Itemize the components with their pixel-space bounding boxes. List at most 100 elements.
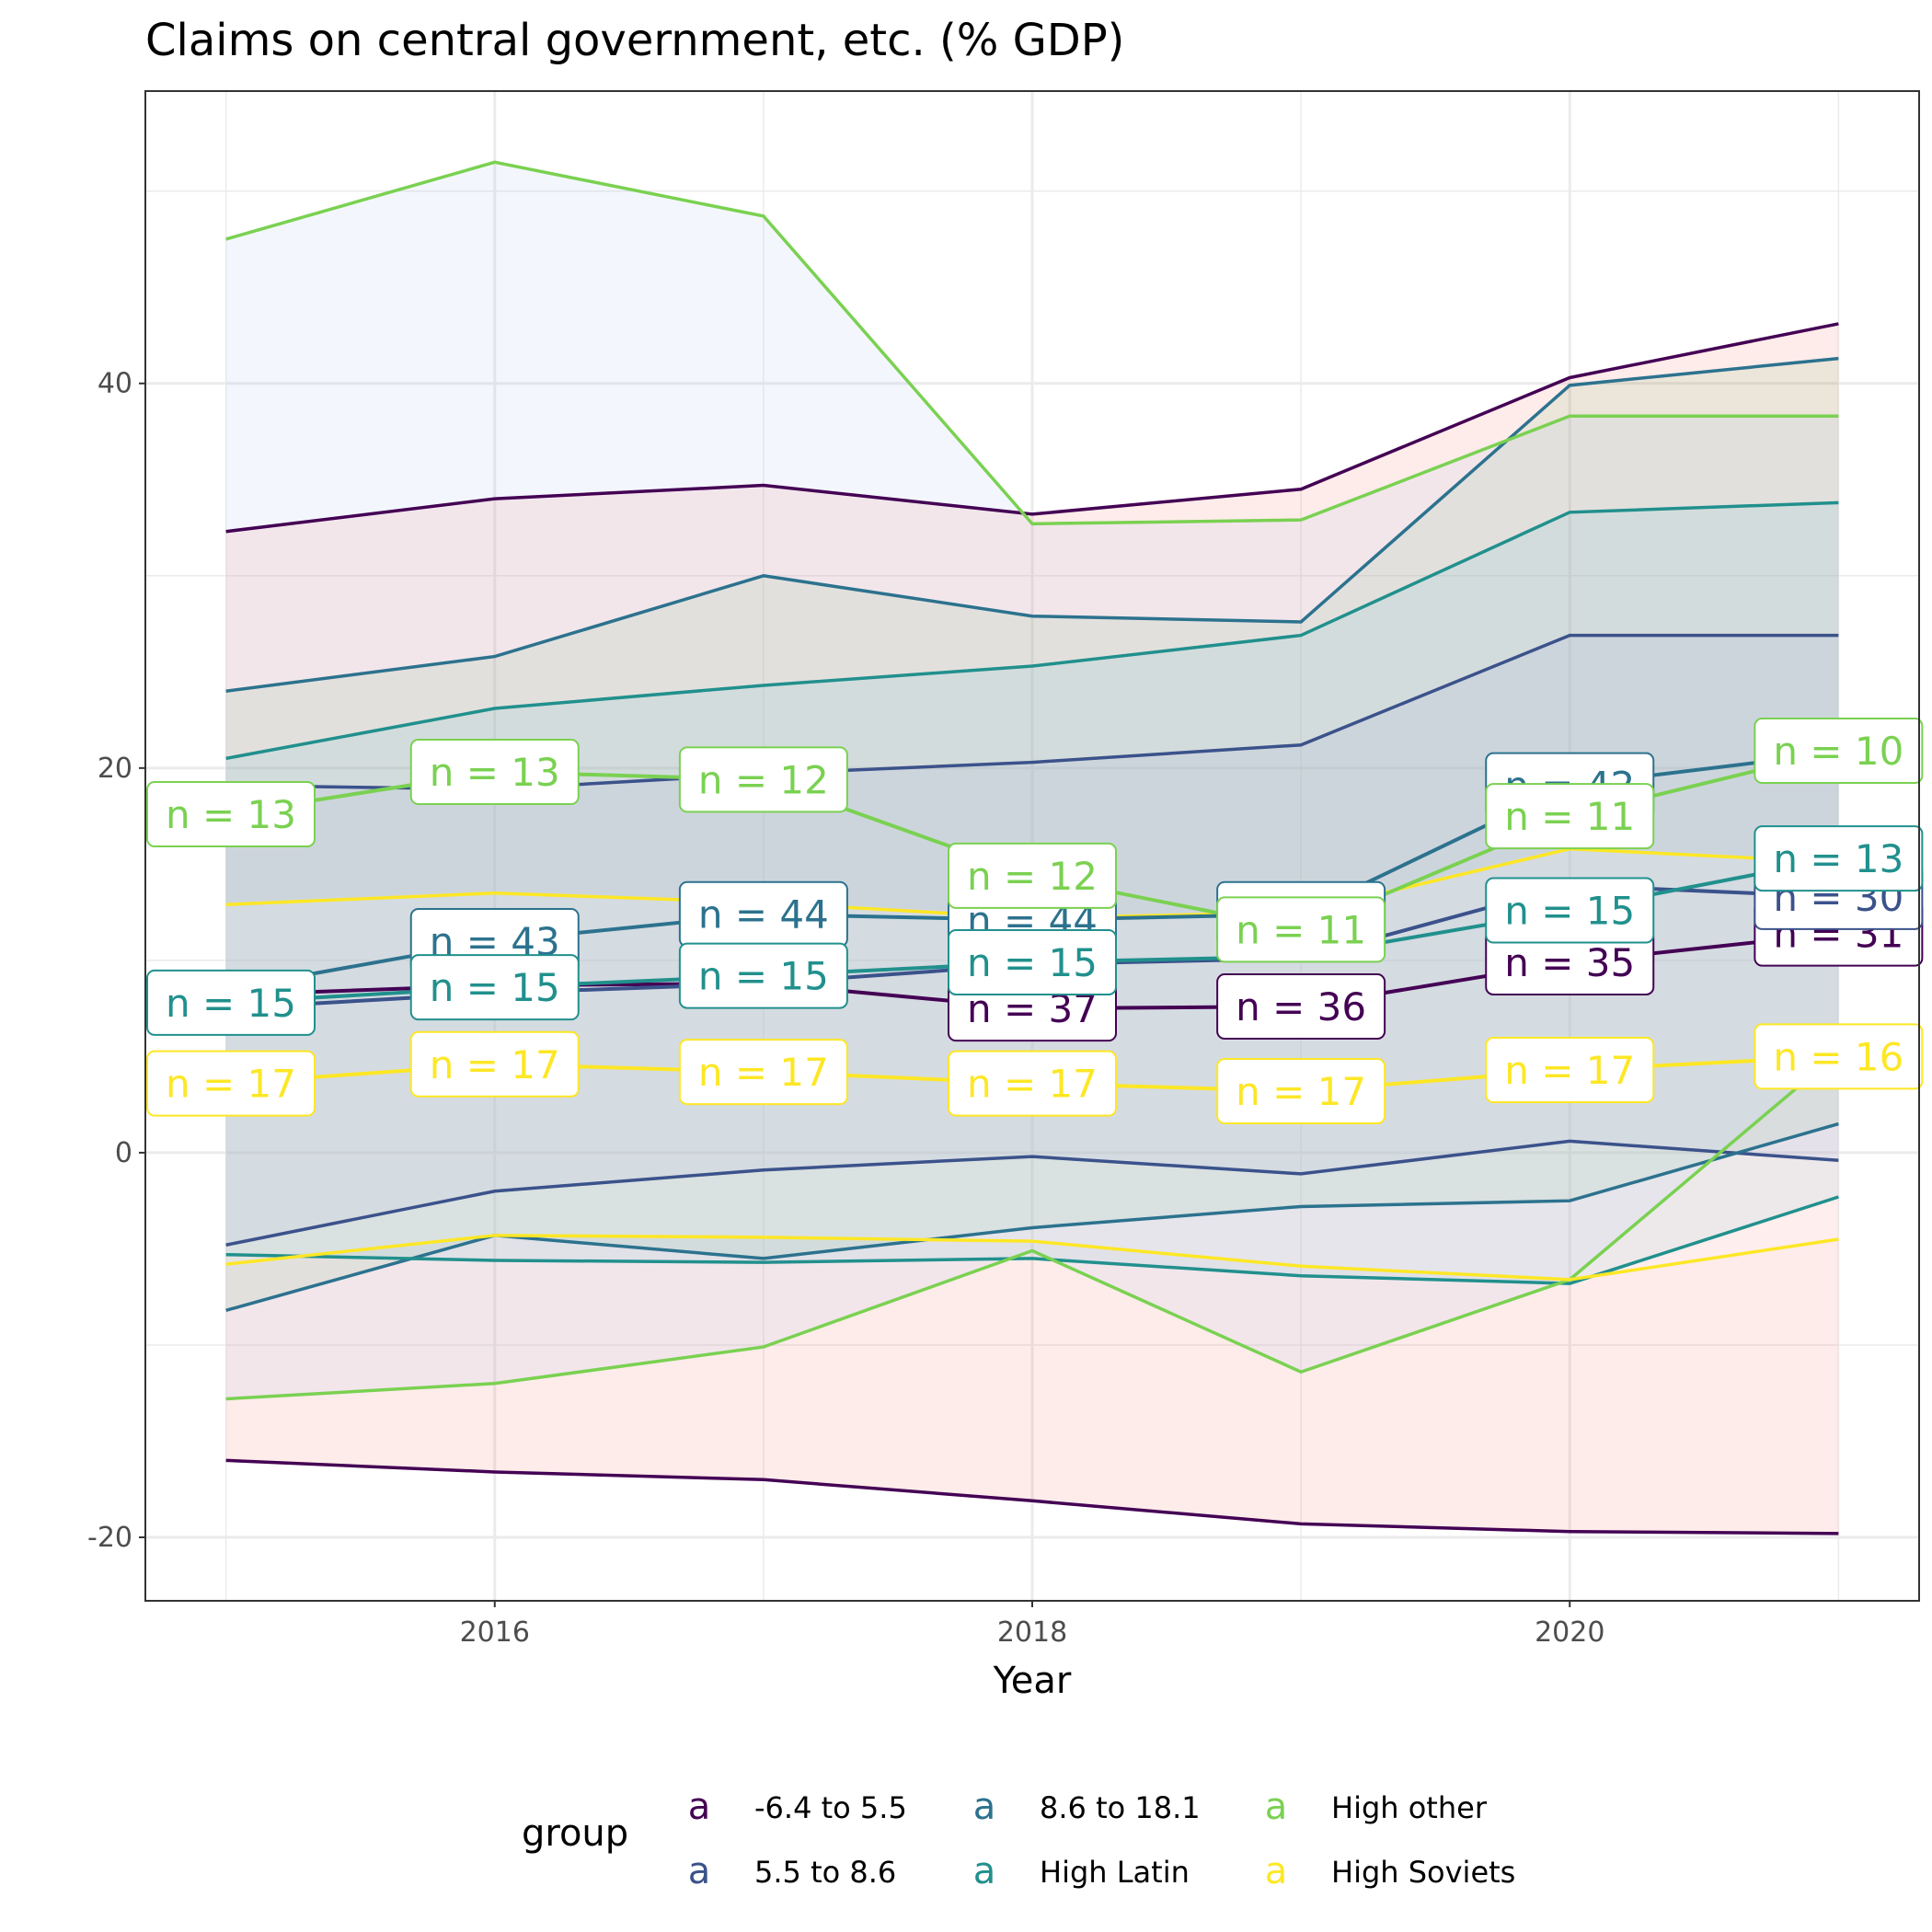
n-label-text: n = 17 <box>1504 1048 1635 1093</box>
n-label-box <box>409 1030 580 1098</box>
n-label-high-other: n = 11 <box>1216 896 1386 963</box>
legend-label: 5.5 to 8.6 <box>754 1855 896 1890</box>
n-label-high-other: n = 13 <box>409 739 580 806</box>
legend-item-5-5-to-8-6: a 5.5 to 8.6 <box>688 1850 897 1892</box>
n-label-box <box>1485 1037 1655 1104</box>
legend-item-high-latin: a High Latin <box>973 1850 1190 1892</box>
x-tick-label: 2016 <box>460 1616 530 1649</box>
n-label-text: n = 17 <box>430 1042 560 1087</box>
n-label-high-other: n = 12 <box>948 842 1117 909</box>
n-label-box <box>948 842 1117 909</box>
n-label-high-soviets: n = 17 <box>409 1030 580 1098</box>
ribbon-high-other <box>225 162 1839 1399</box>
legend-key: a <box>1265 1786 1288 1828</box>
legend-key: a <box>1265 1850 1288 1892</box>
n-label-text: n = 11 <box>1236 907 1366 952</box>
upper-line-6-4-to-5-5 <box>225 322 1839 534</box>
legend: group a -6.4 to 5.5 a 5.5 to 8.6 a 8.6 to 18.… <box>522 1786 1515 1892</box>
n-label-text: n = 11 <box>1504 794 1635 839</box>
n-label-high-latin: n = 15 <box>948 928 1117 995</box>
legend-label: 8.6 to 18.1 <box>1040 1790 1201 1825</box>
n-label-text: n = 13 <box>430 750 560 795</box>
y-tick-label: 20 <box>98 753 132 785</box>
n-label-high-latin: n = 15 <box>409 954 580 1021</box>
x-axis-title: Year <box>993 1660 1072 1702</box>
n-label-text: n = 15 <box>967 940 1098 985</box>
n-label-text: n = 12 <box>698 757 829 802</box>
n-label-text: n = 15 <box>698 954 829 999</box>
n-label-box <box>948 928 1117 995</box>
n-label-box <box>1754 718 1924 785</box>
legend-label: -6.4 to 5.5 <box>754 1790 907 1825</box>
axis-ticks: -20 0 20 40 2016 2018 2020 <box>87 368 1604 1649</box>
n-labels: n = 37 n = 36n = 35n = 31n = 30n = 43n = … <box>146 718 1924 1125</box>
legend-key: a <box>688 1850 711 1892</box>
legend-key: a <box>973 1850 996 1892</box>
n-label-box <box>1216 896 1386 963</box>
n-label-box <box>1754 825 1924 892</box>
x-tick-label: 2020 <box>1535 1616 1604 1649</box>
n-label-box <box>1754 1023 1924 1090</box>
n-label-6-4-to-5-5: n = 36 <box>1216 973 1386 1041</box>
n-label-box <box>678 746 848 813</box>
upper-line-high-latin <box>225 500 1839 761</box>
legend-label: High Soviets <box>1331 1855 1515 1890</box>
n-label-box <box>409 739 580 806</box>
y-tick-label: -20 <box>87 1522 132 1554</box>
legend-title: group <box>522 1812 628 1855</box>
n-label-text: n = 17 <box>698 1050 829 1095</box>
n-label-box <box>1485 783 1655 850</box>
n-label-box <box>678 1039 848 1106</box>
n-label-text: n = 13 <box>166 792 296 837</box>
n-label-8-6-to-18-1: n = 44 <box>678 880 848 948</box>
chart-title: Claims on central government, etc. (% GD… <box>145 15 1124 66</box>
n-label-text: n = 44 <box>698 892 829 937</box>
lower-line-high-soviets <box>225 1234 1839 1282</box>
ribbon-8-6-to-18-1 <box>225 358 1839 1311</box>
n-label-high-other: n = 12 <box>678 746 848 813</box>
n-label-text: n = 15 <box>430 965 560 1010</box>
upper-line-8-6-to-18-1 <box>225 356 1839 693</box>
n-label-high-latin: n = 15 <box>1485 877 1655 944</box>
n-label-box <box>948 1050 1117 1117</box>
n-label-box <box>1216 973 1386 1041</box>
n-label-text: n = 36 <box>1236 984 1366 1029</box>
legend-item-6-4-to-5-5: a -6.4 to 5.5 <box>688 1786 907 1828</box>
n-label-box <box>409 954 580 1021</box>
n-label-text: n = 16 <box>1773 1034 1903 1079</box>
n-label-text: n = 35 <box>1504 940 1635 985</box>
n-label-text: n = 15 <box>1504 889 1635 934</box>
n-label-high-latin: n = 13 <box>1754 825 1924 892</box>
n-label-high-other: n = 11 <box>1485 783 1655 850</box>
bound-lines <box>225 160 1840 1535</box>
lower-line-high-latin <box>225 1195 1839 1285</box>
legend-item-high-soviets: a High Soviets <box>1265 1850 1516 1892</box>
y-tick-label: 40 <box>98 368 132 400</box>
n-label-box <box>1485 877 1655 944</box>
n-label-high-latin: n = 15 <box>678 942 848 1009</box>
n-label-high-other: n = 13 <box>146 781 316 848</box>
n-label-text: n = 10 <box>1773 729 1903 774</box>
n-label-text: n = 17 <box>967 1062 1098 1107</box>
n-label-box <box>146 781 316 848</box>
n-label-text: n = 17 <box>166 1062 296 1107</box>
n-label-high-soviets: n = 17 <box>1485 1037 1655 1104</box>
n-label-high-other: n = 10 <box>1754 718 1924 785</box>
n-label-high-soviets: n = 17 <box>678 1039 848 1106</box>
legend-item-high-other: a High other <box>1265 1786 1488 1828</box>
y-tick-label: 0 <box>115 1137 132 1169</box>
n-label-high-latin: n = 15 <box>146 969 316 1036</box>
n-label-box <box>1216 1058 1386 1125</box>
n-label-high-soviets: n = 17 <box>948 1050 1117 1117</box>
n-label-text: n = 15 <box>166 981 296 1026</box>
n-label-text: n = 12 <box>967 854 1098 899</box>
legend-label: High other <box>1331 1790 1488 1825</box>
n-label-text: n = 13 <box>1773 836 1903 881</box>
n-label-text: n = 17 <box>1236 1069 1366 1114</box>
n-label-high-soviets: n = 16 <box>1754 1023 1924 1090</box>
legend-item-8-6-to-18-1: a 8.6 to 18.1 <box>973 1786 1201 1828</box>
legend-label: High Latin <box>1040 1855 1190 1890</box>
n-label-high-soviets: n = 17 <box>1216 1058 1386 1125</box>
n-label-box <box>146 1050 316 1117</box>
